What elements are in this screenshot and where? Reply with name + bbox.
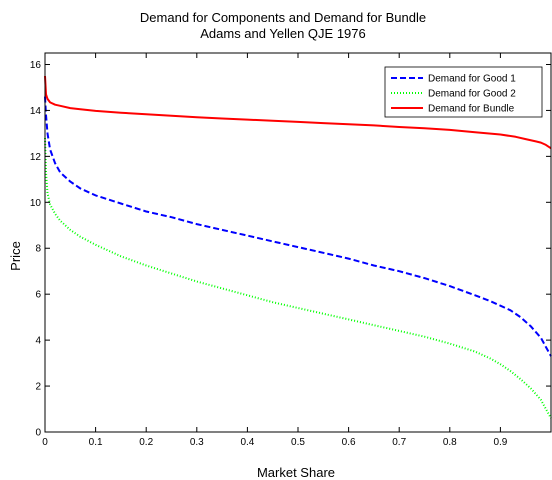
y-tick-label: 6 bbox=[35, 290, 41, 301]
series-line-2 bbox=[44, 137, 552, 419]
x-axis-label: Market Share bbox=[257, 465, 335, 480]
series-line-1 bbox=[44, 96, 552, 357]
x-axis-ticks: 0 0.1 0.2 0.3 0.4 0.5 0.6 0.7 0.8 0.9 bbox=[42, 53, 508, 448]
x-tick-label: 0.1 bbox=[89, 437, 103, 448]
y-tick-label: 12 bbox=[30, 152, 42, 163]
x-tick-label: 0.9 bbox=[493, 437, 507, 448]
y-tick-label: 8 bbox=[35, 244, 41, 255]
legend: Demand for Good 1 Demand for Good 2 Demand… bbox=[384, 66, 543, 118]
chart-subtitle: Adams and Yellen QJE 1976 bbox=[200, 26, 366, 41]
y-tick-label: 14 bbox=[30, 106, 42, 117]
y-tick-label: 16 bbox=[30, 60, 42, 71]
legend-label-1: Demand for Good 1 bbox=[428, 74, 516, 85]
series-layer bbox=[44, 75, 552, 419]
series-line-3 bbox=[44, 75, 552, 150]
x-tick-label: 0.2 bbox=[139, 437, 153, 448]
x-tick-label: 0.5 bbox=[291, 437, 305, 448]
y-tick-label: 2 bbox=[35, 382, 41, 393]
x-tick-label: 0.4 bbox=[240, 437, 254, 448]
y-tick-label: 0 bbox=[35, 428, 41, 439]
legend-label-3: Demand for Bundle bbox=[428, 104, 515, 115]
y-tick-label: 10 bbox=[30, 198, 42, 209]
x-tick-label: 0.8 bbox=[443, 437, 457, 448]
y-axis-label: Price bbox=[8, 241, 23, 271]
y-axis-ticks: 0 2 4 6 8 10 12 14 16 bbox=[30, 60, 551, 439]
y-tick-label: 4 bbox=[35, 336, 41, 347]
x-tick-label: 0.7 bbox=[392, 437, 406, 448]
legend-label-2: Demand for Good 2 bbox=[428, 89, 516, 100]
x-tick-label: 0 bbox=[42, 437, 48, 448]
x-tick-label: 0.3 bbox=[190, 437, 204, 448]
chart-title: Demand for Components and Demand for Bun… bbox=[140, 10, 426, 25]
x-tick-label: 0.6 bbox=[342, 437, 356, 448]
